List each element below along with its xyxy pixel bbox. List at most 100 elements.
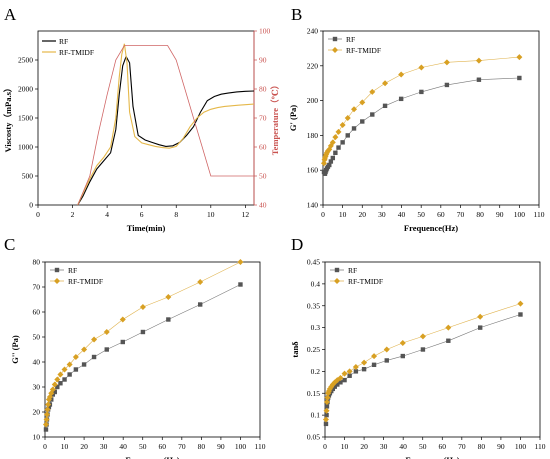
y2-tick-label: 50 [259, 172, 267, 181]
y-tick-label: 0.25 [307, 345, 320, 354]
y-axis-label: tanδ [290, 341, 300, 358]
data-point-rf [140, 329, 146, 335]
x-tick-label: 0 [43, 442, 47, 451]
data-point-rf-tmidf [443, 59, 450, 66]
legend-label: RF-TMIDF [348, 277, 383, 286]
x-tick-label: 50 [139, 442, 147, 451]
data-point-rf-tmidf [72, 354, 79, 360]
data-point-rf [398, 96, 404, 102]
y-tick-label: 0.2 [311, 367, 321, 376]
x-tick-label: 20 [360, 442, 368, 451]
panel-letter: D [291, 235, 303, 254]
data-point-rf [55, 384, 60, 390]
data-point-rf-tmidf [517, 300, 524, 307]
data-point-rf-tmidf [398, 71, 405, 78]
x-tick-label: 30 [378, 210, 386, 219]
data-point-rf-tmidf [344, 115, 351, 121]
y2-tick-label: 40 [259, 201, 267, 210]
x-tick-label: 20 [80, 442, 88, 451]
y-tick-label: 0.4 [311, 279, 321, 288]
data-point-rf-tmidf [475, 57, 482, 64]
panel-c: C0 10 20 30 40 50 60 70 80 90 100 11010203040506070… [4, 235, 266, 459]
legend-marker [334, 278, 340, 284]
y-tick-label: 500 [22, 172, 34, 181]
data-point-rf-tmidf [371, 353, 378, 360]
data-point-rf-tmidf [332, 134, 339, 141]
y-tick-label: 1500 [18, 114, 33, 123]
panel-letter: B [291, 5, 302, 24]
data-point-rf-tmidf [418, 64, 425, 71]
data-point-rf [371, 362, 377, 368]
legend-label: RF [346, 35, 355, 44]
data-point-rf-tmidf [51, 381, 58, 388]
y2-tick-label: 100 [259, 27, 271, 36]
y-tick-label: 80 [33, 258, 41, 267]
data-point-rf-tmidf [45, 401, 52, 408]
x-tick-label: 60 [439, 442, 447, 451]
legend-marker [54, 267, 60, 273]
data-point-rf [166, 317, 171, 322]
x-tick-label: 60 [159, 442, 167, 451]
legend-label: RF-TMIDF [346, 46, 381, 55]
series-line-rf [77, 55, 255, 206]
data-point-rf-tmidf [335, 128, 342, 135]
data-point-rf-tmidf [361, 359, 368, 366]
data-point-rf-tmidf [139, 304, 146, 310]
x-tick-label: 12 [242, 210, 250, 219]
y-tick-label: 0.45 [307, 258, 320, 267]
data-point-rf [46, 404, 52, 410]
panel-d: D 0 10 20 30 40 50 60 70 80 90 100 110 0.05 0.1 0.15 0.2… [290, 235, 546, 459]
x-tick-label: 2 [71, 210, 75, 219]
y-tick-label: 0 [29, 201, 33, 210]
data-point-rf-tmidf [237, 259, 244, 265]
data-point-rf-tmidf [91, 336, 98, 343]
data-point-rf-tmidf [337, 374, 344, 381]
x-tick-label: 80 [198, 442, 206, 451]
x-tick-label: 40 [119, 442, 127, 451]
legend-label: RF [59, 37, 68, 46]
data-point-rf [420, 347, 426, 352]
data-point-rf-tmidf [49, 386, 56, 393]
y-tick-label: 0.15 [307, 389, 320, 398]
series-line-temperature [77, 45, 254, 206]
data-point-rf-tmidf [382, 80, 389, 87]
data-point-rf [323, 421, 329, 427]
data-point-rf [62, 377, 67, 382]
data-point-rf-tmidf [516, 54, 523, 61]
y-axis-label: Viscosty（mPa.s） [3, 84, 13, 153]
data-point-rf [43, 427, 49, 432]
data-point-rf [324, 404, 330, 409]
legend-label: RF-TMIDF [59, 48, 94, 57]
legend-label: RF [68, 266, 77, 275]
data-point-rf [351, 126, 357, 131]
x-tick-label: 30 [380, 442, 388, 451]
data-point-rf [67, 372, 72, 377]
data-point-rf-tmidf [324, 394, 331, 401]
x-tick-label: 70 [458, 442, 466, 451]
y2-axis-label: Temperature（℃） [270, 81, 280, 155]
y-tick-label: 2500 [18, 56, 33, 65]
data-point-rf-tmidf [323, 399, 330, 405]
x-tick-label: 50 [419, 442, 427, 451]
data-point-rf [81, 362, 87, 367]
y-tick-label: 20 [33, 408, 41, 417]
data-point-rf-tmidf [43, 416, 50, 423]
data-point-rf [335, 382, 340, 387]
data-point-rf-tmidf [323, 407, 330, 414]
x-axis-label: Frequence(Hz) [404, 223, 458, 233]
data-point-rf [120, 339, 125, 345]
plot-frame [324, 261, 541, 438]
legend-marker [332, 47, 338, 53]
plot-frame [322, 30, 540, 206]
data-point-rf [382, 103, 388, 109]
x-tick-label: 0 [323, 442, 327, 451]
x-axis-label: Time(min) [127, 223, 166, 233]
legend-marker [332, 36, 338, 42]
y-tick-label: 70 [33, 283, 41, 292]
data-point-rf [361, 366, 367, 372]
x-tick-label: 90 [496, 210, 504, 219]
x-tick-label: 40 [399, 442, 407, 451]
data-point-rf [446, 338, 451, 343]
legend-label: RF [348, 266, 357, 275]
x-tick-label: 100 [235, 442, 247, 451]
